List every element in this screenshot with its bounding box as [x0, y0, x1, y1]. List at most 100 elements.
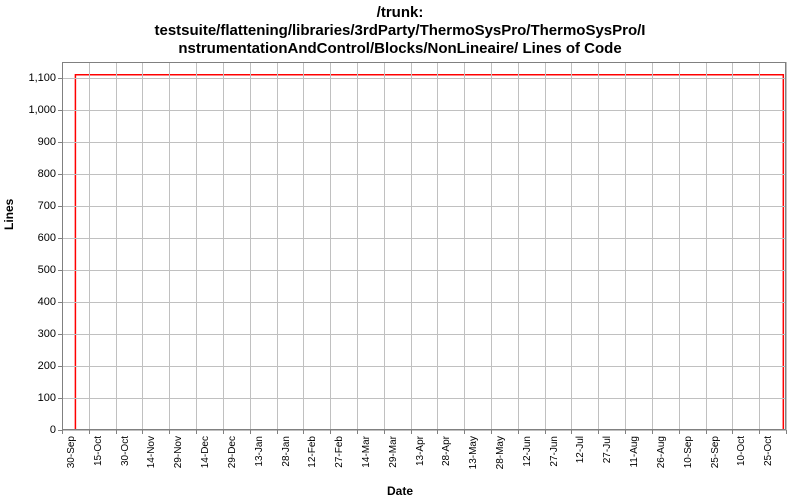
grid-line-v: [437, 62, 438, 430]
x-tick-label: 12-Feb: [307, 436, 318, 468]
grid-line-v: [625, 62, 626, 430]
grid-line-h: [62, 302, 786, 303]
chart-container: /trunk: testsuite/flattening/libraries/3…: [0, 0, 800, 500]
x-tick-label: 14-Dec: [200, 436, 211, 468]
y-tick-label: 300: [38, 328, 56, 340]
grid-line-v: [491, 62, 492, 430]
x-tick-label: 11-Aug: [629, 436, 640, 468]
x-tick-mark: [545, 430, 546, 434]
x-tick-mark: [759, 430, 760, 434]
x-tick-label: 30-Oct: [120, 436, 131, 466]
grid-line-v: [786, 62, 787, 430]
x-tick-mark: [732, 430, 733, 434]
grid-line-h: [62, 270, 786, 271]
grid-line-h: [62, 206, 786, 207]
grid-line-v: [652, 62, 653, 430]
x-tick-mark: [196, 430, 197, 434]
grid-line-h: [62, 430, 786, 431]
grid-line-h: [62, 366, 786, 367]
grid-line-h: [62, 142, 786, 143]
grid-line-v: [330, 62, 331, 430]
plot-area: [62, 62, 786, 430]
grid-line-v: [250, 62, 251, 430]
x-tick-mark: [679, 430, 680, 434]
grid-line-v: [759, 62, 760, 430]
grid-line-v: [732, 62, 733, 430]
title-line-2: testsuite/flattening/libraries/3rdParty/…: [155, 22, 646, 39]
x-tick-label: 27-Jul: [602, 436, 613, 463]
axis-border: [62, 429, 786, 430]
y-tick-label: 900: [38, 136, 56, 148]
grid-line-h: [62, 174, 786, 175]
x-tick-label: 12-Jul: [575, 436, 586, 463]
y-tick-label: 400: [38, 296, 56, 308]
x-tick-label: 29-Nov: [173, 436, 184, 468]
x-tick-mark: [116, 430, 117, 434]
x-tick-mark: [571, 430, 572, 434]
x-tick-label: 25-Oct: [763, 436, 774, 466]
x-tick-label: 13-Jan: [254, 436, 265, 467]
x-tick-mark: [652, 430, 653, 434]
y-tick-label: 500: [38, 264, 56, 276]
x-tick-label: 28-May: [495, 436, 506, 469]
x-tick-label: 28-Jan: [281, 436, 292, 467]
grid-line-v: [196, 62, 197, 430]
axis-border: [62, 62, 786, 63]
series-line: [65, 75, 784, 430]
x-tick-mark: [384, 430, 385, 434]
grid-line-v: [223, 62, 224, 430]
grid-line-v: [571, 62, 572, 430]
x-axis-label: Date: [0, 484, 800, 498]
x-tick-label: 13-May: [468, 436, 479, 469]
grid-line-v: [598, 62, 599, 430]
x-tick-label: 10-Sep: [683, 436, 694, 468]
x-tick-mark: [598, 430, 599, 434]
y-tick-label: 0: [50, 424, 56, 436]
x-tick-label: 14-Mar: [361, 436, 372, 468]
line-series: [62, 62, 786, 430]
grid-line-v: [518, 62, 519, 430]
y-tick-label: 700: [38, 200, 56, 212]
grid-line-v: [464, 62, 465, 430]
y-tick-label: 1,100: [28, 72, 56, 84]
grid-line-h: [62, 398, 786, 399]
y-tick-label: 200: [38, 360, 56, 372]
grid-line-h: [62, 78, 786, 79]
grid-line-v: [706, 62, 707, 430]
grid-line-v: [545, 62, 546, 430]
x-tick-mark: [464, 430, 465, 434]
x-tick-label: 12-Jun: [522, 436, 533, 467]
title-line-1: /trunk:: [377, 4, 424, 21]
x-tick-mark: [625, 430, 626, 434]
grid-line-v: [384, 62, 385, 430]
y-tick-label: 600: [38, 232, 56, 244]
grid-line-v: [116, 62, 117, 430]
x-tick-label: 29-Dec: [227, 436, 238, 468]
x-tick-mark: [411, 430, 412, 434]
x-tick-label: 15-Oct: [93, 436, 104, 466]
x-tick-mark: [89, 430, 90, 434]
x-tick-mark: [437, 430, 438, 434]
grid-line-v: [89, 62, 90, 430]
x-tick-label: 27-Jun: [549, 436, 560, 467]
grid-line-v: [277, 62, 278, 430]
grid-line-v: [411, 62, 412, 430]
grid-line-h: [62, 238, 786, 239]
x-tick-label: 13-Apr: [415, 436, 426, 466]
y-tick-label: 800: [38, 168, 56, 180]
grid-line-h: [62, 334, 786, 335]
x-tick-label: 29-Mar: [388, 436, 399, 468]
x-tick-mark: [518, 430, 519, 434]
x-tick-label: 27-Feb: [334, 436, 345, 468]
title-line-3: nstrumentationAndControl/Blocks/NonLinea…: [178, 40, 621, 57]
x-tick-mark: [223, 430, 224, 434]
x-tick-label: 28-Apr: [441, 436, 452, 466]
grid-line-v: [169, 62, 170, 430]
x-tick-mark: [62, 430, 63, 434]
x-tick-mark: [491, 430, 492, 434]
x-tick-mark: [706, 430, 707, 434]
x-tick-label: 14-Nov: [146, 436, 157, 468]
y-tick-label: 100: [38, 392, 56, 404]
grid-line-h: [62, 110, 786, 111]
y-axis-label: Lines: [2, 199, 16, 230]
